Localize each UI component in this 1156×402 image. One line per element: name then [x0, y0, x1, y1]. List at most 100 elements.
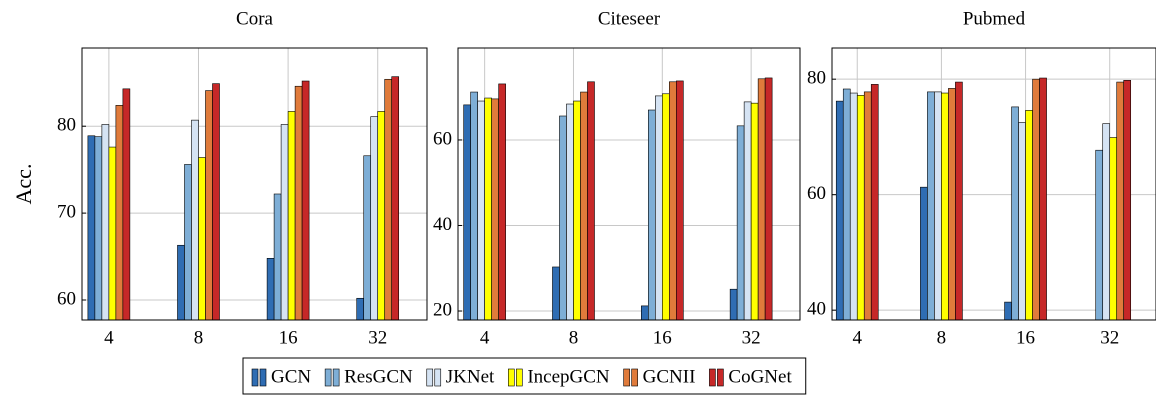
x-tick-label: 8	[194, 327, 204, 348]
bar	[101, 124, 110, 321]
bar	[849, 92, 858, 321]
bar	[1039, 77, 1047, 321]
x-tick-label: 32	[742, 327, 761, 348]
bar	[587, 81, 595, 321]
bar	[655, 95, 663, 321]
bar	[764, 77, 773, 321]
bar	[941, 92, 949, 321]
legend-label: JKNet	[446, 366, 495, 387]
bar	[301, 80, 310, 321]
legend-label: GCN	[271, 366, 311, 387]
legend-swatch	[508, 368, 515, 387]
bar	[927, 91, 935, 321]
y-axis-label: Acc.	[11, 164, 36, 205]
y-tick-label: 20	[433, 299, 452, 320]
x-tick-label: 4	[852, 327, 862, 348]
bar	[1102, 123, 1111, 321]
bar	[948, 88, 956, 321]
legend-swatch	[516, 368, 523, 387]
bar	[356, 297, 365, 321]
x-tick-label: 8	[937, 327, 947, 348]
bar	[377, 111, 386, 321]
x-tick-label: 8	[569, 327, 579, 348]
x-tick-label: 16	[279, 327, 298, 348]
bar	[273, 193, 282, 321]
legend-swatch	[426, 368, 434, 387]
bar	[191, 119, 199, 321]
chart-title: Citeseer	[598, 8, 661, 29]
bar	[573, 100, 581, 321]
bar	[1116, 81, 1125, 321]
bar	[566, 103, 574, 321]
bar	[384, 78, 393, 321]
chart-title: Pubmed	[963, 8, 1026, 29]
bar	[108, 146, 117, 321]
bar	[1025, 110, 1033, 321]
plot-frame	[457, 47, 801, 321]
bar	[287, 111, 296, 321]
bar	[835, 100, 844, 321]
bar	[934, 91, 942, 321]
bar	[294, 85, 303, 321]
bar	[1018, 122, 1026, 321]
bar	[955, 81, 963, 321]
bar	[662, 93, 670, 321]
legend-label: GCNII	[643, 366, 696, 387]
legend-swatch	[717, 368, 724, 387]
bar	[552, 266, 560, 321]
bar	[559, 115, 567, 321]
bar	[870, 84, 879, 321]
bar	[280, 124, 289, 321]
bar	[1123, 80, 1132, 321]
bar	[94, 136, 103, 321]
y-tick-label: 60	[57, 288, 76, 309]
bar	[729, 288, 738, 321]
bar	[391, 76, 400, 321]
x-tick-label: 32	[1100, 327, 1119, 348]
legend-swatch	[259, 368, 267, 387]
bar	[491, 98, 499, 321]
y-tick-label: 60	[433, 128, 452, 149]
plot-frame	[831, 47, 1156, 321]
bar	[477, 100, 485, 321]
bar	[470, 91, 478, 321]
legend-label: ResGCN	[344, 366, 413, 387]
bar	[463, 104, 471, 321]
bar	[370, 116, 379, 321]
bar	[641, 305, 649, 321]
legend-swatch	[251, 368, 259, 387]
bar	[743, 101, 752, 321]
plot-frame	[81, 47, 428, 321]
bar	[87, 135, 96, 321]
bar	[122, 88, 131, 321]
bar	[1032, 78, 1040, 321]
legend-swatch	[332, 368, 340, 387]
x-tick-label: 4	[480, 327, 490, 348]
x-tick-label: 32	[368, 327, 387, 348]
bar	[198, 157, 206, 321]
legend-swatch	[623, 368, 630, 387]
bar	[205, 90, 213, 321]
bar	[498, 83, 506, 321]
y-tick-label: 40	[807, 299, 826, 320]
legend-label: IncepGCN	[527, 366, 610, 387]
bar	[669, 81, 677, 321]
bar	[266, 258, 275, 321]
bar	[580, 91, 588, 321]
chart-title: Cora	[236, 8, 274, 29]
legend-label: CoGNet	[728, 366, 792, 387]
bar	[856, 95, 865, 321]
x-tick-label: 4	[104, 327, 114, 348]
bar	[184, 164, 192, 321]
legend-swatch	[434, 368, 442, 387]
legend-swatch	[631, 368, 638, 387]
bar	[648, 109, 656, 321]
bar	[920, 186, 928, 321]
bar	[842, 88, 851, 321]
bar	[676, 80, 684, 321]
bar	[736, 125, 745, 321]
legend-swatch	[709, 368, 716, 387]
bar	[750, 102, 759, 321]
y-tick-label: 80	[57, 115, 76, 136]
